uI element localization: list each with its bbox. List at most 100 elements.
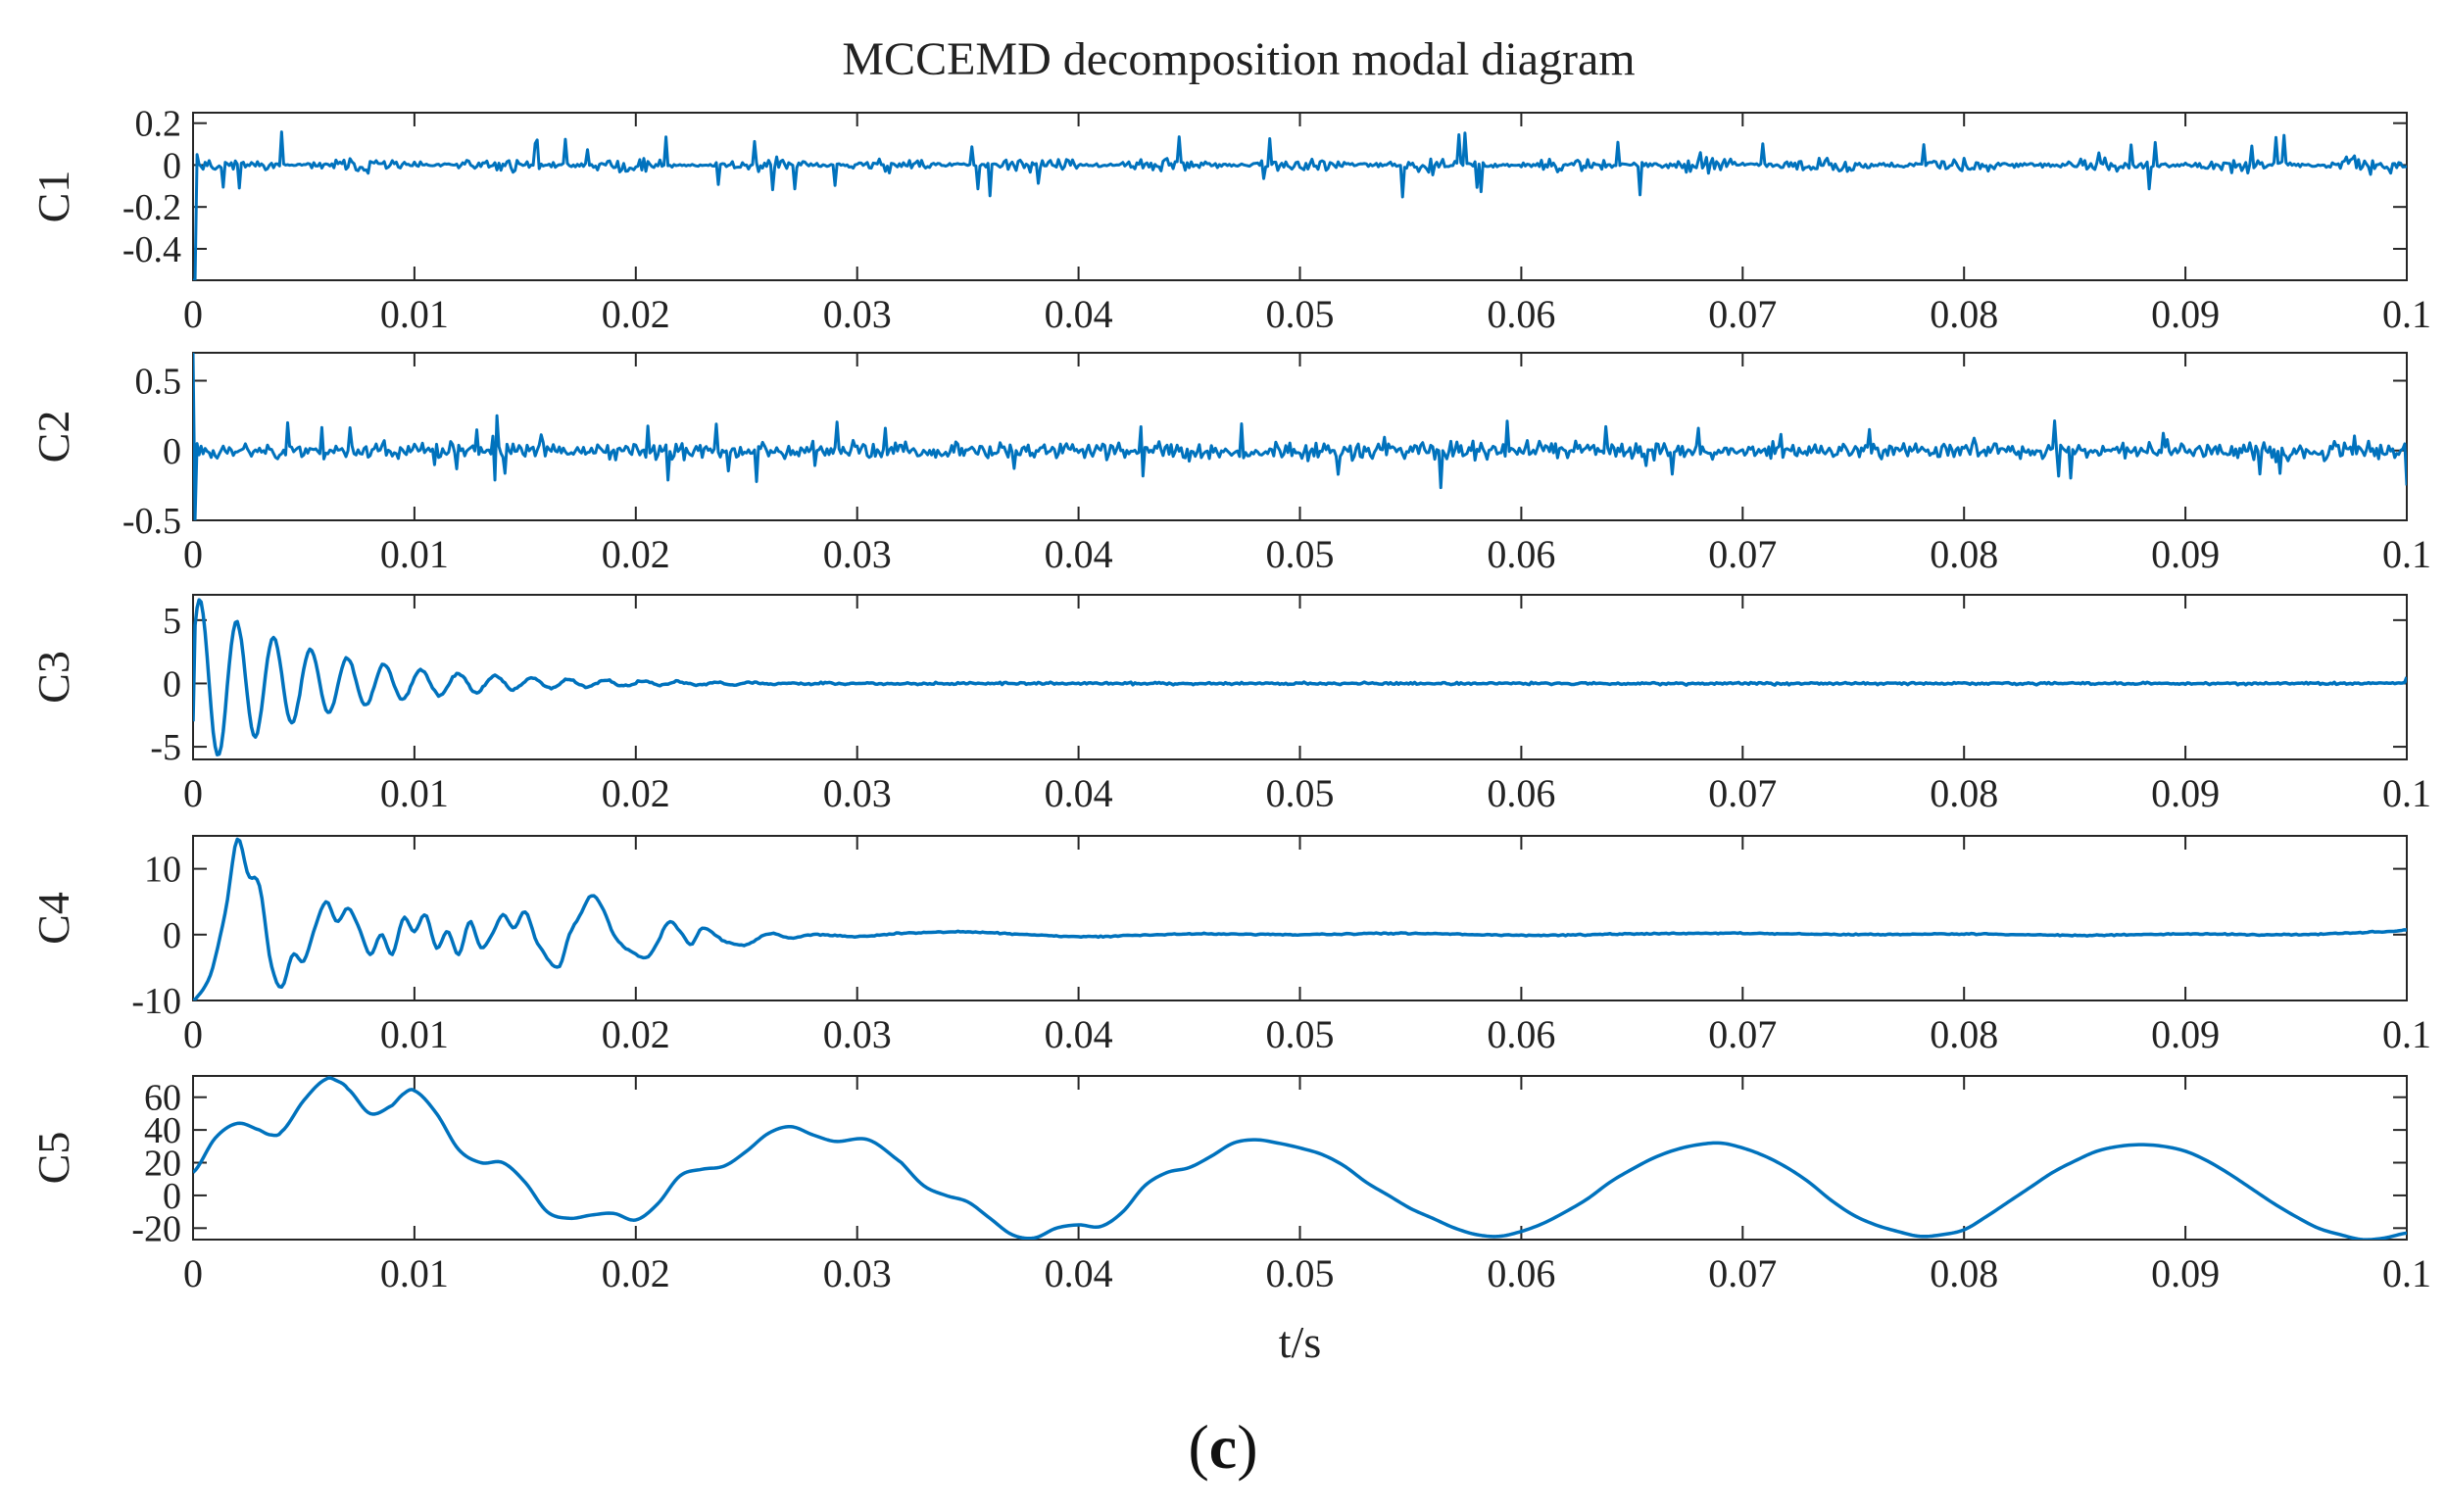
axes-box xyxy=(192,835,2408,1001)
x-tick-label: 0.05 xyxy=(1266,771,1335,815)
x-tick-label: 0.06 xyxy=(1487,532,1555,576)
x-tick-label: 0.08 xyxy=(1930,771,1998,815)
y-tick-label: -20 xyxy=(131,1208,181,1249)
y-tick-label: 0.2 xyxy=(135,104,182,145)
caption-open: ( xyxy=(1188,1412,1209,1482)
x-axis-label: t/s xyxy=(1279,1317,1321,1367)
subplot-c2: 0 0.01 0.02 0.03 0.04 0.05 0.06 0.07 0.08 0.09 0.1… xyxy=(28,352,2431,576)
y-tick-label: -5 xyxy=(150,727,181,768)
x-tick-label: 0.08 xyxy=(1930,292,1998,336)
x-tick-label: 0.09 xyxy=(2151,1251,2220,1295)
x-tick-label: 0.07 xyxy=(1708,292,1777,336)
x-tick-label: 0.01 xyxy=(380,1251,449,1295)
subplot-c3: 0 0.01 0.02 0.03 0.04 0.05 0.06 0.07 0.08 0.09 0.1… xyxy=(28,594,2431,815)
x-tick-label: 0.09 xyxy=(2151,771,2220,815)
x-tick-label: 0.01 xyxy=(380,532,449,576)
x-tick-label: 0.02 xyxy=(602,1012,670,1056)
y-tick-label: -10 xyxy=(131,981,181,1022)
x-tick-label: 0.01 xyxy=(380,292,449,336)
axes-box xyxy=(192,594,2408,760)
x-tick-label: 0 xyxy=(183,292,203,336)
x-tick-label: 0.07 xyxy=(1708,532,1777,576)
x-tick-label: 0.09 xyxy=(2151,532,2220,576)
subplot-c4: 0 0.01 0.02 0.03 0.04 0.05 0.06 0.07 0.08 0.09 0.1… xyxy=(28,835,2431,1056)
x-tick-label: 0 xyxy=(183,1251,203,1295)
y-tick-label: 0 xyxy=(163,663,181,705)
y-tick-label: -0.4 xyxy=(122,229,181,270)
y-tick-label: -0.5 xyxy=(122,501,181,542)
x-tick-label: 0.03 xyxy=(823,292,892,336)
x-tick-label: 0.07 xyxy=(1708,1012,1777,1056)
x-tick-label: 0.1 xyxy=(2382,1012,2431,1056)
x-tick-label: 0.07 xyxy=(1708,1251,1777,1295)
x-tick-label: 0.1 xyxy=(2382,292,2431,336)
series-line-c1 xyxy=(193,130,2407,280)
subplots: 0 0.01 0.02 0.03 0.04 0.05 0.06 0.07 0.08 0.09 0.1… xyxy=(28,104,2431,1367)
x-tick-label: 0.04 xyxy=(1045,1251,1113,1295)
chart-title: MCCEMD decomposition modal diagram xyxy=(842,33,1635,85)
x-tick-label: 0.05 xyxy=(1266,532,1335,576)
x-tick-label: 0.05 xyxy=(1266,1012,1335,1056)
x-tick-label: 0 xyxy=(183,1012,203,1056)
y-tick-label: 0 xyxy=(163,915,181,956)
y-tick-label: 20 xyxy=(144,1144,181,1185)
x-tick-label: 0.03 xyxy=(823,532,892,576)
x-tick-label: 0.04 xyxy=(1045,1012,1113,1056)
x-tick-label: 0.04 xyxy=(1045,771,1113,815)
x-tick-label: 0.02 xyxy=(602,292,670,336)
y-tick-label: 0 xyxy=(163,1176,181,1217)
y-axis-label: C4 xyxy=(28,892,78,945)
subplot-c5: 0 0.01 0.02 0.03 0.04 0.05 0.06 0.07 0.08 0.09 0.1… xyxy=(28,1075,2431,1367)
x-tick-label: 0.1 xyxy=(2382,1251,2431,1295)
y-tick-label: 0 xyxy=(163,431,181,472)
x-tick-label: 0.09 xyxy=(2151,1012,2220,1056)
x-tick-label: 0.08 xyxy=(1930,1251,1998,1295)
subplot-c1: 0 0.01 0.02 0.03 0.04 0.05 0.06 0.07 0.08 0.09 0.1… xyxy=(28,104,2431,336)
caption-letter: c xyxy=(1208,1412,1238,1482)
y-axis-label: C2 xyxy=(28,411,78,463)
x-tick-label: 0.1 xyxy=(2382,532,2431,576)
axes-box xyxy=(192,112,2408,281)
x-tick-label: 0.08 xyxy=(1930,532,1998,576)
figure-caption: (c) xyxy=(0,1411,2446,1484)
y-tick-label: 5 xyxy=(163,601,181,642)
x-tick-label: 0.03 xyxy=(823,1012,892,1056)
y-tick-label: -0.2 xyxy=(122,187,181,228)
x-tick-label: 0.09 xyxy=(2151,292,2220,336)
y-axis-label: C1 xyxy=(28,171,78,223)
series-line-c2 xyxy=(193,353,2407,520)
series-line-c4 xyxy=(193,837,2407,1000)
x-tick-label: 0.01 xyxy=(380,1012,449,1056)
caption-close: ) xyxy=(1237,1412,1258,1482)
x-tick-label: 0.05 xyxy=(1266,292,1335,336)
y-axis-label: C3 xyxy=(28,651,78,704)
x-tick-label: 0.01 xyxy=(380,771,449,815)
x-tick-label: 0.02 xyxy=(602,532,670,576)
axes-box xyxy=(192,352,2408,521)
x-tick-label: 0 xyxy=(183,532,203,576)
x-tick-label: 0.06 xyxy=(1487,771,1555,815)
y-tick-label: 40 xyxy=(144,1110,181,1151)
x-tick-label: 0.06 xyxy=(1487,1012,1555,1056)
x-tick-label: 0.04 xyxy=(1045,292,1113,336)
x-tick-label: 0.06 xyxy=(1487,292,1555,336)
x-tick-label: 0.05 xyxy=(1266,1251,1335,1295)
y-tick-label: 0.5 xyxy=(135,362,182,403)
x-tick-label: 0 xyxy=(183,771,203,815)
y-tick-label: 60 xyxy=(144,1078,181,1119)
y-axis-label: C5 xyxy=(28,1132,78,1185)
x-tick-label: 0.02 xyxy=(602,1251,670,1295)
x-tick-label: 0.1 xyxy=(2382,771,2431,815)
x-tick-label: 0.04 xyxy=(1045,532,1113,576)
x-tick-label: 0.06 xyxy=(1487,1251,1555,1295)
x-tick-label: 0.02 xyxy=(602,771,670,815)
series-line-c3 xyxy=(193,598,2407,756)
x-tick-label: 0.03 xyxy=(823,771,892,815)
x-tick-label: 0.03 xyxy=(823,1251,892,1295)
x-tick-label: 0.08 xyxy=(1930,1012,1998,1056)
x-tick-label: 0.07 xyxy=(1708,771,1777,815)
y-tick-label: 10 xyxy=(144,850,181,891)
axes-box xyxy=(192,1075,2408,1241)
y-tick-label: 0 xyxy=(163,145,181,186)
